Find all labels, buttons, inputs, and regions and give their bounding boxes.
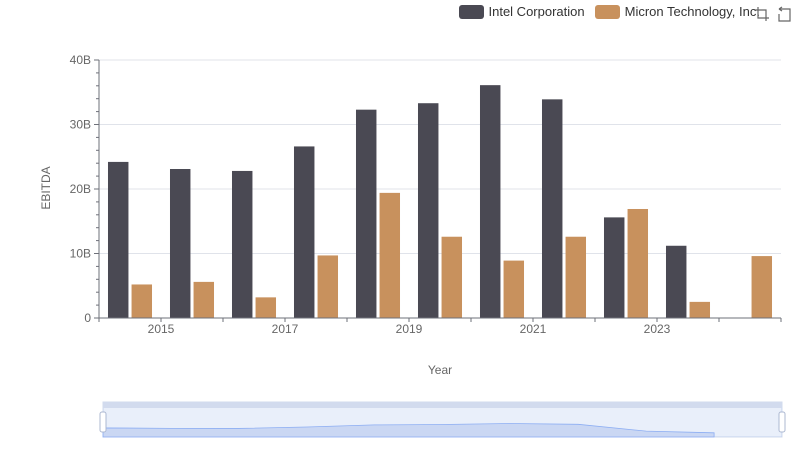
x-axis-title: Year [428, 363, 452, 377]
bar-micron-2022[interactable] [627, 208, 649, 318]
legend-item-micron[interactable]: Micron Technology, Inc. [594, 4, 760, 19]
bars [107, 85, 773, 318]
y-tick-label: 0 [84, 311, 91, 325]
bar-intel-2014[interactable] [107, 161, 129, 318]
bar-intel-2018[interactable] [355, 109, 377, 318]
bar-micron-2024[interactable] [751, 256, 773, 318]
toolbox [748, 6, 792, 22]
y-axis: 0 10B 20B 30B 40B [70, 53, 100, 325]
grid-lines [99, 59, 781, 254]
zoom-preview-area [102, 423, 715, 438]
y-tick-label: 10B [70, 247, 91, 261]
bar-intel-2022[interactable] [603, 217, 625, 318]
x-tick-label: 2019 [396, 322, 423, 336]
data-zoom-slider[interactable] [99, 401, 786, 438]
bar-intel-2021[interactable] [541, 99, 563, 318]
bar-micron-2016[interactable] [255, 297, 277, 318]
bar-micron-2021[interactable] [565, 236, 587, 318]
bar-micron-2019[interactable] [441, 236, 463, 318]
zoom-icon[interactable] [754, 6, 770, 22]
restore-icon[interactable] [776, 6, 792, 22]
y-tick-label: 30B [70, 118, 91, 132]
x-tick-label: 2023 [644, 322, 671, 336]
bar-micron-2015[interactable] [193, 281, 215, 318]
bar-micron-2023[interactable] [689, 301, 711, 318]
legend-label-intel: Intel Corporation [488, 4, 585, 19]
y-tick-label: 20B [70, 182, 91, 196]
y-axis-title: EBITDA [39, 166, 53, 209]
legend-swatch-micron [594, 4, 620, 19]
bar-intel-2017[interactable] [293, 146, 315, 318]
legend-label-micron: Micron Technology, Inc. [624, 4, 760, 19]
legend: Intel Corporation Micron Technology, Inc… [449, 4, 760, 19]
x-tick-label: 2021 [520, 322, 547, 336]
bar-intel-2015[interactable] [169, 169, 191, 318]
zoom-handle-right[interactable] [778, 411, 786, 433]
zoom-move-bar[interactable] [103, 402, 782, 408]
x-axis: 2015 2017 2019 2021 2023 [98, 317, 782, 336]
bar-micron-2018[interactable] [379, 192, 401, 318]
bar-intel-2020[interactable] [479, 85, 501, 318]
bar-intel-2016[interactable] [231, 170, 253, 318]
bar-intel-2019[interactable] [417, 103, 439, 318]
y-tick-label: 40B [70, 53, 91, 67]
x-tick-label: 2017 [272, 322, 299, 336]
bar-micron-2020[interactable] [503, 260, 525, 318]
legend-item-intel[interactable]: Intel Corporation [458, 4, 585, 19]
bar-intel-2023[interactable] [665, 245, 687, 318]
x-tick-label: 2015 [148, 322, 175, 336]
bar-micron-2014[interactable] [131, 284, 153, 318]
legend-swatch-intel [458, 4, 484, 19]
zoom-handle-left[interactable] [99, 411, 107, 433]
bar-micron-2017[interactable] [317, 255, 339, 318]
